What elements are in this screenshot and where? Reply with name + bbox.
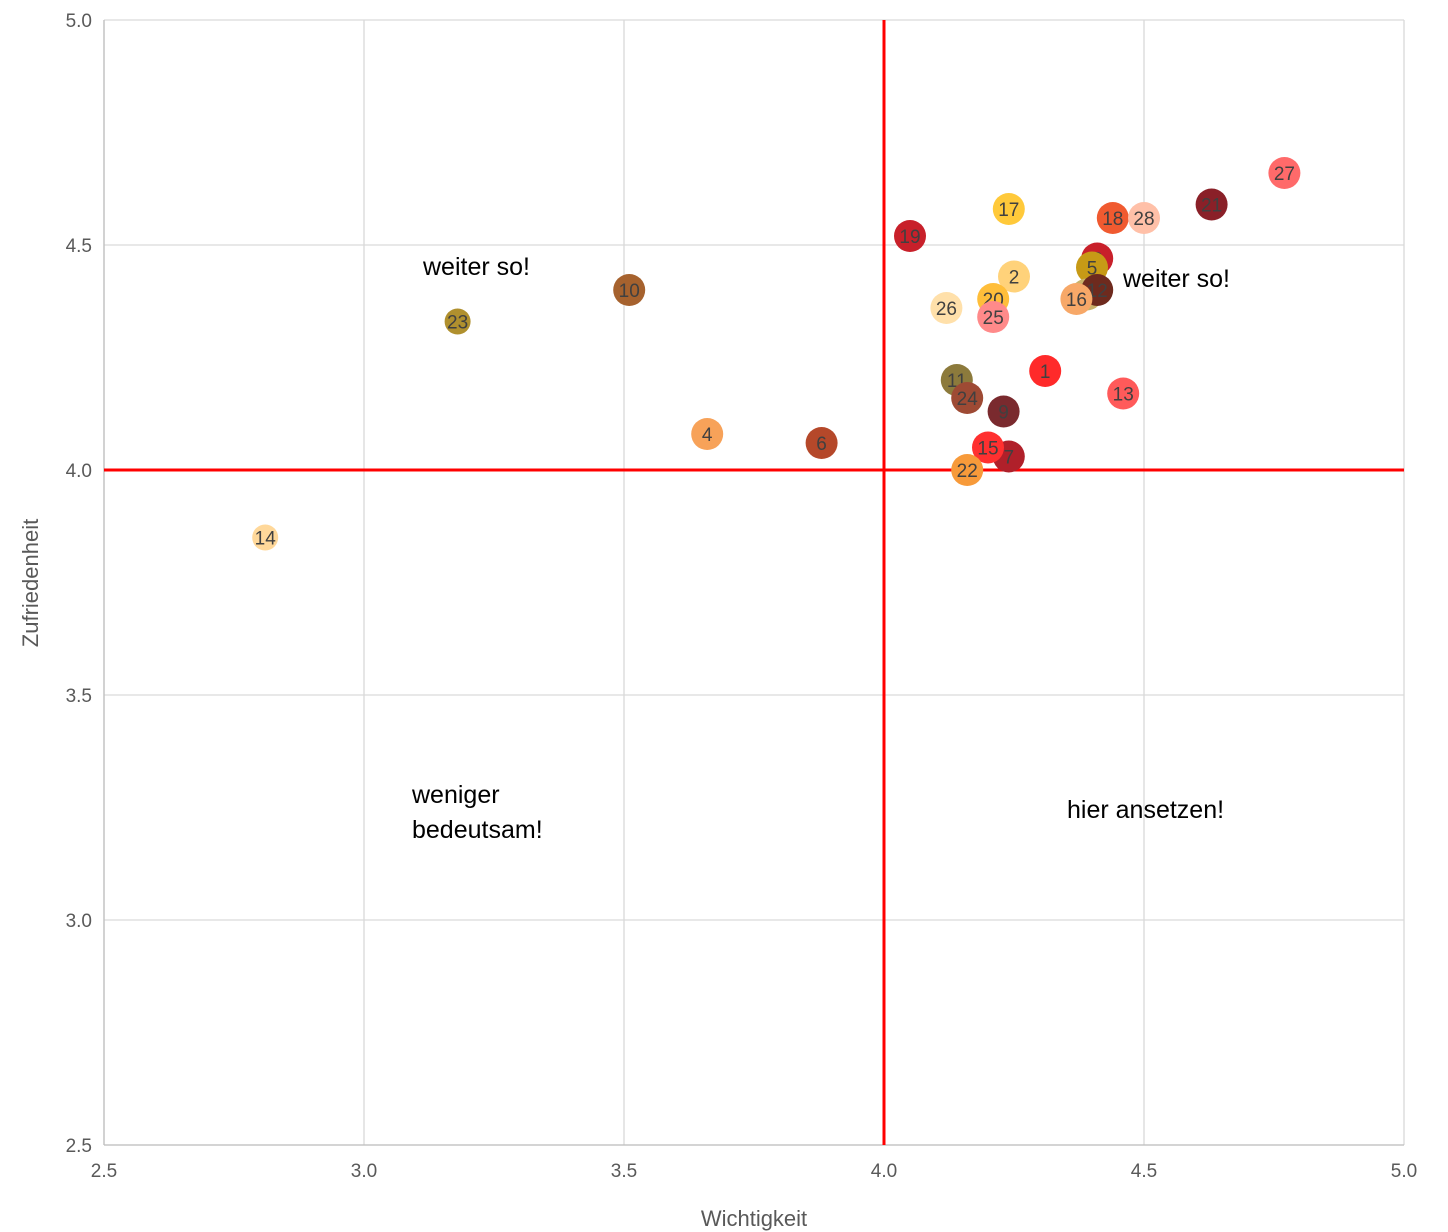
point-label: 24	[957, 389, 979, 410]
data-point: 14	[252, 524, 279, 551]
y-axis-title: Zufriedenheit	[18, 519, 43, 647]
data-point: 13	[1107, 377, 1140, 410]
x-axis-ticks: 2.5 3.0 3.5 4.0 4.5 5.0	[91, 1161, 1417, 1182]
point-marker	[1107, 377, 1140, 410]
data-point: 25	[977, 301, 1010, 333]
point-label: 2	[1009, 268, 1020, 289]
y-axis-ticks: 2.5 3.0 3.5 4.0 4.5 5.0	[66, 11, 92, 1157]
point-label: 27	[1274, 164, 1295, 185]
y-tick-label: 2.5	[66, 1136, 92, 1157]
annotation-top-right: weiter so!	[1122, 265, 1230, 293]
point-marker	[444, 308, 471, 335]
x-tick-label: 4.5	[1131, 1161, 1157, 1182]
point-label: 15	[977, 439, 998, 460]
point-marker	[951, 454, 984, 486]
data-point: 19	[894, 220, 926, 252]
point-label: 16	[1066, 290, 1087, 311]
data-points: 1234567891011121314151617181920212223242…	[252, 157, 1301, 551]
point-label: 18	[1102, 209, 1123, 230]
point-label: 17	[998, 200, 1019, 221]
data-point: 10	[613, 274, 646, 306]
point-marker	[1096, 202, 1129, 234]
point-label: 7	[1004, 448, 1015, 469]
data-point: 16	[1060, 283, 1093, 315]
point-label: 26	[936, 299, 957, 320]
point-label: 13	[1113, 385, 1134, 406]
x-tick-label: 4.0	[871, 1161, 897, 1182]
point-label: 9	[998, 403, 1009, 424]
point-label: 28	[1133, 209, 1154, 230]
point-label: 21	[1201, 196, 1222, 217]
point-marker	[1128, 202, 1160, 234]
point-marker	[987, 395, 1020, 428]
data-point: 21	[1195, 188, 1228, 221]
point-marker	[951, 382, 984, 414]
annotation-bottom-right: hier ansetzen!	[1067, 796, 1224, 824]
data-point: 26	[930, 292, 963, 324]
point-marker	[1268, 157, 1301, 189]
y-tick-label: 3.5	[66, 686, 92, 707]
point-marker	[613, 274, 646, 306]
y-tick-label: 5.0	[66, 11, 92, 32]
y-tick-label: 3.0	[66, 911, 92, 932]
point-label: 23	[447, 313, 468, 334]
data-point: 17	[992, 193, 1025, 225]
y-tick-label: 4.0	[66, 461, 92, 482]
x-tick-label: 5.0	[1391, 1161, 1417, 1182]
reference-lines	[104, 20, 1404, 1145]
point-marker	[1195, 188, 1228, 221]
data-point: 9	[987, 395, 1020, 428]
annotation-bottom-left-line1: weniger	[411, 781, 500, 809]
x-axis-title: Wichtigkeit	[701, 1206, 807, 1231]
annotation-bottom-left-line2: bedeutsam!	[412, 816, 543, 844]
point-label: 6	[816, 434, 827, 455]
point-marker	[252, 524, 279, 551]
point-marker	[998, 260, 1030, 293]
data-point: 4	[691, 418, 724, 450]
x-tick-label: 3.5	[611, 1161, 637, 1182]
point-marker	[1060, 283, 1093, 315]
annotation-top-left: weiter so!	[422, 253, 530, 281]
x-tick-label: 3.0	[351, 1161, 377, 1182]
plot-area	[103, 20, 1404, 1146]
data-point: 2	[998, 260, 1030, 293]
point-marker	[691, 418, 724, 450]
y-tick-label: 4.5	[66, 236, 92, 257]
data-point: 27	[1268, 157, 1301, 189]
point-marker	[972, 431, 1004, 464]
point-label: 14	[255, 529, 277, 550]
point-label: 4	[702, 425, 713, 446]
point-marker	[894, 220, 926, 252]
point-marker	[930, 292, 963, 324]
data-point: 1	[1029, 355, 1062, 387]
point-marker	[1029, 355, 1062, 387]
x-tick-label: 2.5	[91, 1161, 117, 1182]
point-label: 5	[1087, 259, 1098, 280]
point-marker	[805, 427, 838, 459]
point-label: 10	[619, 281, 640, 302]
data-point: 18	[1096, 202, 1129, 234]
point-label: 22	[957, 461, 978, 482]
data-point: 24	[951, 382, 984, 414]
point-marker	[977, 301, 1010, 333]
point-marker	[992, 193, 1025, 225]
data-point: 6	[805, 427, 838, 459]
point-label: 25	[983, 308, 1004, 329]
data-point: 28	[1128, 202, 1160, 234]
point-label: 19	[899, 227, 920, 248]
data-point: 15	[972, 431, 1004, 464]
data-point: 22	[951, 454, 984, 486]
point-label: 1	[1040, 362, 1051, 383]
data-point: 23	[444, 308, 471, 335]
